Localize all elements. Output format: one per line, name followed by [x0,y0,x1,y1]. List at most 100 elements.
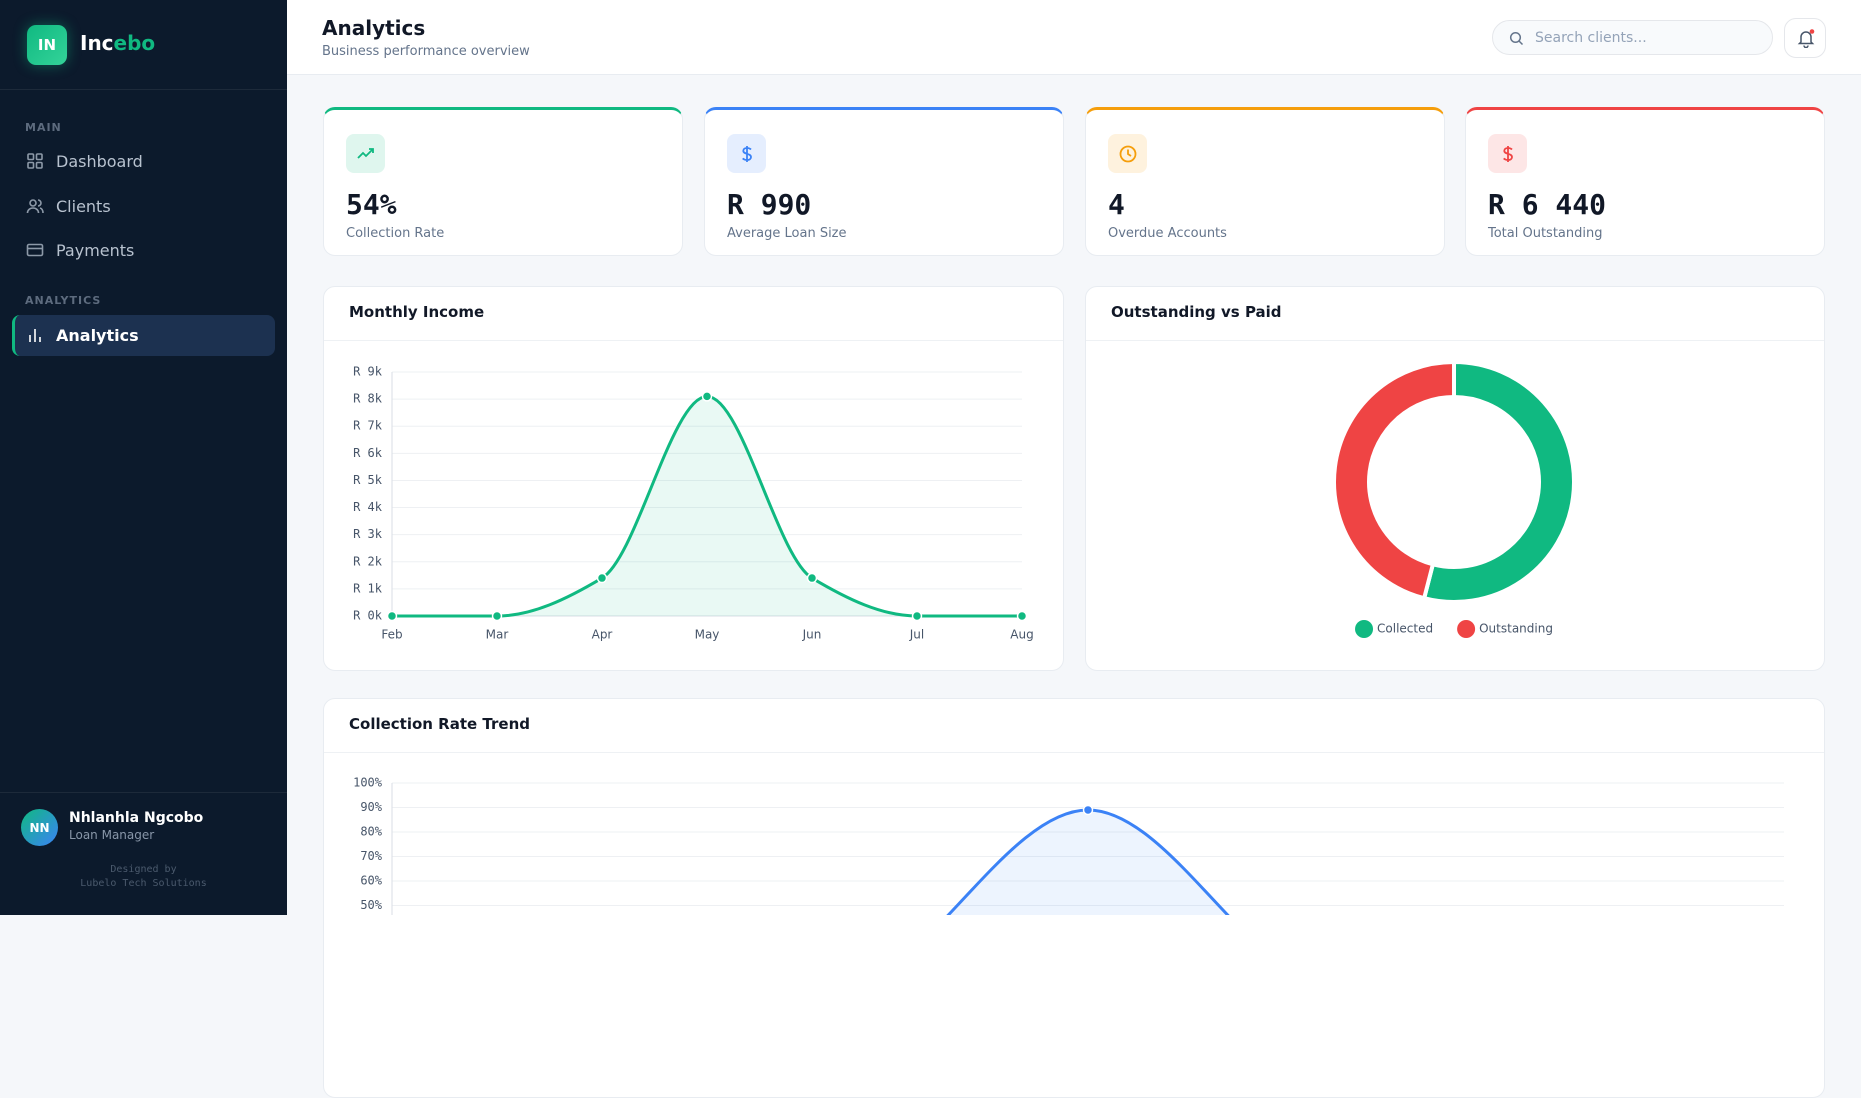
point [701,391,713,402]
separator [0,89,287,90]
stat-label: Average Loan Size [727,226,847,241]
icon [26,243,44,257]
notification-button[interactable] [1784,18,1826,58]
stat-icon [727,134,766,173]
section-title: ANALYTICS [25,294,102,307]
legend-swatch [1355,620,1374,638]
icon [29,329,41,342]
stat-card: R 6 440 Total Outstanding [1465,107,1825,256]
x-tick-label: Apr [592,628,613,642]
y-tick-label: 100% [353,776,383,790]
nav-item[interactable]: Dashboard [26,148,143,174]
icon [1119,145,1136,162]
icon [26,199,44,214]
brand: Incebo [80,31,155,55]
donut-segment [1421,359,1576,604]
chart-title: Monthly Income [349,303,485,321]
nav-label: Analytics [56,325,139,345]
nav-item[interactable]: Payments [26,237,134,263]
nav-label: Payments [56,240,135,260]
y-tick-label: R 3k [353,527,383,541]
icon [1502,145,1513,162]
stat-icon [346,134,385,173]
nav-label: Dashboard [56,151,143,171]
search-box[interactable]: Search clients... [1492,20,1773,55]
logo: IN [27,25,67,65]
y-tick-label: R 5k [353,473,383,487]
brand-prefix: Inc [80,31,114,55]
y-tick-label: 70% [360,849,382,863]
point [491,610,503,622]
y-tick-label: 50% [360,898,382,912]
y-tick-label: R 2k [353,554,383,568]
y-tick-label: R 9k [353,365,383,379]
area [948,809,1228,915]
point [1016,610,1028,622]
stat-label: Total Outstanding [1488,226,1603,241]
point [806,572,818,584]
separator [324,340,1063,341]
y-tick-label: R 7k [353,419,383,433]
x-tick-label: Mar [486,628,509,642]
chart-title: Outstanding vs Paid [1111,303,1282,321]
x-tick-label: Feb [381,628,402,642]
nav-item[interactable]: Clients [26,193,111,219]
icon [741,145,752,162]
stat-icon [1488,134,1527,173]
stat-icon [1108,134,1147,173]
stat-value: 54% [346,188,397,221]
active-item-bg [12,315,275,356]
x-tick-label: Aug [1010,628,1033,642]
chart-card: Outstanding vs Paid [1085,286,1825,671]
point [386,610,398,622]
y-tick-label: R 4k [353,500,383,514]
legend: Collected Outstanding [1355,620,1553,638]
icon [27,153,43,169]
y-tick-label: 80% [360,825,382,839]
legend-label: Outstanding [1479,622,1553,636]
stat-value: 4 [1108,188,1125,221]
bell-icon [1797,29,1815,48]
point [1082,804,1094,816]
page-subtitle: Business performance overview [322,44,530,59]
donut-segment [1332,359,1456,601]
area [392,396,1022,616]
brand-suffix: ebo [113,31,156,55]
chart-title: Collection Rate Trend [349,715,530,733]
x-tick-label: Jul [909,628,924,642]
sidebar: IN Incebo MAIN Dashboard Clients Payment… [0,0,287,915]
point [911,610,923,622]
separator [0,792,287,793]
stat-card: 54% Collection Rate [323,107,683,256]
y-tick-label: 60% [360,874,382,888]
icon [356,147,374,159]
nav-item[interactable]: Analytics [26,322,139,348]
y-tick-label: R 1k [353,581,383,595]
stat-value: R 990 [727,188,812,221]
stat-label: Overdue Accounts [1108,226,1227,241]
y-tick-label: R 8k [353,392,383,406]
separator [1086,340,1824,341]
page-title: Analytics [322,16,426,40]
point [596,572,608,584]
stat-label: Collection Rate [346,226,445,241]
legend-swatch [1457,620,1476,638]
section-title: MAIN [25,121,62,134]
x-tick-label: May [695,628,720,642]
stat-card: 4 Overdue Accounts [1085,107,1445,256]
search-placeholder: Search clients... [1535,29,1647,46]
credit: Designed by [110,864,177,875]
stat-value: R 6 440 [1488,188,1607,221]
x-tick-label: Jun [802,628,822,642]
y-tick-label: R 0k [353,609,383,623]
legend-label: Collected [1377,622,1433,636]
avatar: NN [21,809,58,846]
y-tick-label: R 6k [353,446,383,460]
credit: Lubelo Tech Solutions [80,878,207,889]
y-tick-label: 90% [360,800,382,814]
chart-card: Monthly Income [323,286,1064,671]
nav-label: Clients [56,196,111,216]
search-icon [1509,31,1524,46]
user-role: Loan Manager [69,828,155,842]
